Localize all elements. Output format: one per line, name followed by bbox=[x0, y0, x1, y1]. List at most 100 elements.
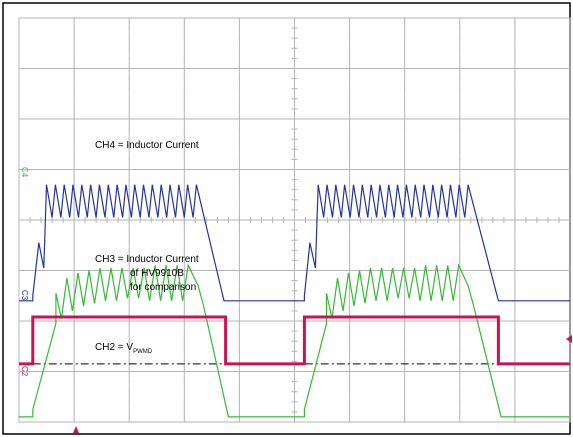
grid-dot bbox=[238, 148, 240, 150]
grid-dot bbox=[404, 401, 406, 403]
grid-dot bbox=[128, 360, 130, 362]
grid-dot bbox=[73, 391, 75, 393]
grid-dot bbox=[404, 148, 406, 150]
grid-dot bbox=[514, 168, 516, 171]
grid-dot bbox=[293, 411, 296, 413]
grid-dot bbox=[293, 67, 296, 70]
grid-dot bbox=[238, 381, 240, 383]
grid-dot bbox=[183, 47, 185, 49]
grid-dot bbox=[404, 57, 406, 60]
grid-dot bbox=[73, 118, 75, 120]
grid-dot bbox=[238, 360, 240, 362]
grid-dot bbox=[73, 229, 75, 231]
grid-dot bbox=[459, 370, 461, 373]
grid-dot bbox=[183, 310, 185, 312]
grid-dot bbox=[73, 98, 75, 100]
grid-dot bbox=[73, 138, 75, 140]
grid-dot bbox=[238, 370, 240, 373]
grid-dot bbox=[404, 391, 406, 393]
grid-dot bbox=[238, 239, 240, 241]
grid-dot bbox=[183, 78, 185, 80]
grid-dot bbox=[238, 27, 240, 29]
grid-dot bbox=[73, 67, 75, 70]
grid-dot bbox=[128, 78, 130, 80]
grid-dot bbox=[349, 47, 351, 49]
grid-dot bbox=[183, 219, 185, 221]
grid-dot bbox=[514, 67, 516, 70]
grid-dot bbox=[349, 269, 351, 272]
grid-dot bbox=[73, 360, 75, 362]
grid-dot bbox=[73, 290, 75, 292]
grid-dot bbox=[459, 340, 461, 342]
grid-dot bbox=[404, 280, 406, 282]
grid-dot bbox=[183, 229, 185, 231]
grid-dot bbox=[459, 290, 461, 292]
grid-dot bbox=[459, 37, 461, 39]
grid-dot bbox=[349, 148, 351, 150]
grid-dot bbox=[238, 290, 240, 292]
grid-dot bbox=[128, 148, 130, 150]
grid-dot bbox=[514, 57, 516, 60]
grid-dot bbox=[459, 350, 461, 352]
grid-dot bbox=[293, 118, 296, 120]
grid-dot bbox=[73, 249, 75, 251]
grid-dot bbox=[349, 199, 351, 201]
grid-dot bbox=[293, 239, 296, 241]
grid-dot bbox=[293, 350, 296, 352]
ch2-level-marker: C2 bbox=[20, 366, 29, 377]
grid-dot bbox=[349, 229, 351, 231]
grid-dot bbox=[293, 17, 296, 19]
grid-dot bbox=[349, 219, 351, 221]
grid-dot bbox=[128, 239, 130, 241]
grid-dot bbox=[459, 158, 461, 160]
grid-dot bbox=[404, 421, 406, 423]
grid-dot bbox=[459, 108, 461, 110]
grid-dot bbox=[459, 300, 461, 302]
trace-layer bbox=[19, 184, 570, 418]
grid-dot bbox=[183, 199, 185, 201]
grid-dot bbox=[514, 219, 516, 221]
grid-dot bbox=[238, 108, 240, 110]
grid-dot bbox=[183, 239, 185, 241]
grid-dot bbox=[183, 391, 185, 393]
grid-dot bbox=[183, 108, 185, 110]
grid-dot bbox=[514, 189, 516, 191]
grid-dot bbox=[514, 118, 516, 120]
grid-dot bbox=[183, 128, 185, 130]
grid-dot bbox=[459, 381, 461, 383]
grid-dot bbox=[404, 98, 406, 100]
grid-dot bbox=[459, 179, 461, 181]
grid-dot bbox=[293, 78, 296, 80]
grid-dot bbox=[514, 310, 516, 312]
grid-dot bbox=[128, 411, 130, 413]
grid-dot bbox=[459, 259, 461, 261]
grid-dot bbox=[238, 401, 240, 403]
grid-dot bbox=[404, 249, 406, 251]
grid-dot bbox=[73, 330, 75, 332]
grid-dot bbox=[183, 17, 185, 19]
grid-dot bbox=[514, 179, 516, 181]
grid-dot bbox=[238, 98, 240, 100]
ch3-trace bbox=[19, 184, 570, 302]
grid-dot bbox=[459, 57, 461, 60]
grid-dot bbox=[293, 158, 296, 160]
grid-dot bbox=[183, 320, 185, 322]
grid-dot bbox=[128, 189, 130, 191]
grid-dot bbox=[128, 37, 130, 39]
grid-dot bbox=[238, 340, 240, 342]
grid-dot bbox=[349, 411, 351, 413]
grid-dot bbox=[514, 148, 516, 150]
grid-dot bbox=[404, 118, 406, 120]
grid-dot bbox=[514, 411, 516, 413]
grid-dot bbox=[349, 108, 351, 110]
grid-dot bbox=[459, 148, 461, 150]
grid-dot bbox=[404, 138, 406, 140]
grid-dot bbox=[349, 37, 351, 39]
grid-dot bbox=[459, 269, 461, 272]
grid-dot bbox=[349, 98, 351, 100]
ch4-trace bbox=[19, 263, 570, 418]
grid-dot bbox=[459, 320, 461, 322]
grid-dot bbox=[293, 330, 296, 332]
grid-dot bbox=[183, 300, 185, 302]
